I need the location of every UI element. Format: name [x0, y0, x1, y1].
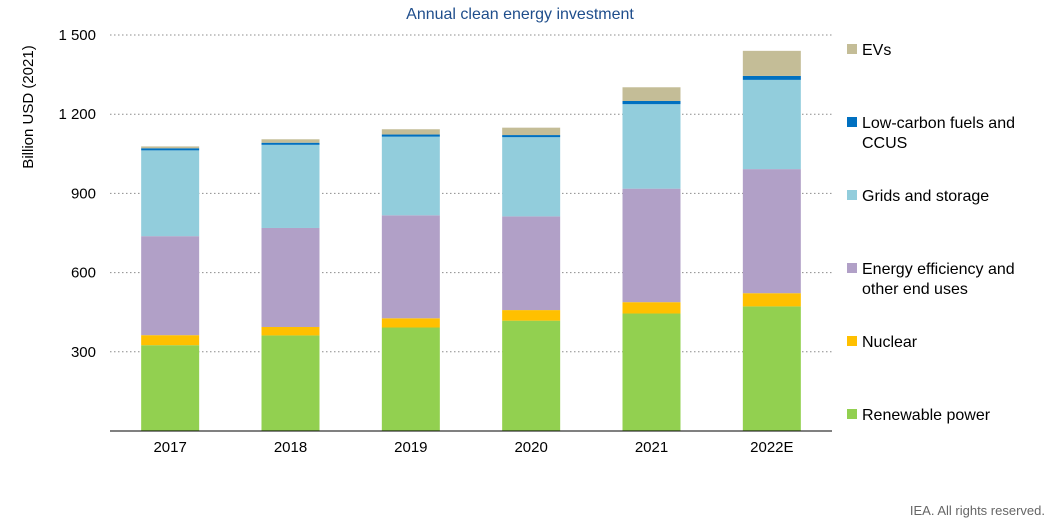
- x-tick-label: 2019: [394, 439, 427, 456]
- legend-swatch: [847, 190, 857, 200]
- legend-label: Grids and storage: [862, 188, 989, 205]
- bar-segment: [381, 129, 440, 135]
- bars: [141, 50, 801, 431]
- legend-label: Renewable power: [862, 407, 991, 424]
- bar-segment: [622, 313, 681, 431]
- bar-segment: [141, 335, 200, 346]
- legend-swatch: [847, 117, 857, 127]
- legend-swatch: [847, 44, 857, 54]
- x-tick-label: 2020: [514, 439, 547, 456]
- bar-segment: [381, 327, 440, 431]
- bar-segment: [141, 148, 200, 151]
- bar-segment: [261, 144, 320, 228]
- bar-segment: [381, 318, 440, 328]
- bar-segment: [141, 150, 200, 237]
- legend-label: Energy efficiency and other end uses: [862, 261, 1015, 298]
- gridlines: [110, 34, 832, 353]
- bar-segment: [622, 302, 681, 314]
- x-tick-label: 2017: [153, 439, 186, 456]
- bar-segment: [502, 137, 561, 217]
- legend-label: EVs: [862, 42, 891, 59]
- bar-segment: [502, 310, 561, 321]
- bar-segment: [141, 146, 200, 149]
- bar-segment: [622, 101, 681, 105]
- bar-segment: [622, 188, 681, 303]
- y-tick-label: 600: [71, 265, 96, 282]
- bar-segment: [141, 345, 200, 431]
- bar-segment: [502, 320, 561, 431]
- bar-segment: [261, 335, 320, 431]
- bar-segment: [622, 87, 681, 101]
- legend-label: Nuclear: [862, 334, 918, 351]
- bar-segment: [742, 79, 801, 170]
- x-tick-labels: 2017 2018 2019 2020 2021 2022E: [153, 439, 793, 456]
- x-tick-label: 2022E: [750, 439, 793, 456]
- bar-segment: [141, 236, 200, 336]
- bar-segment: [261, 326, 320, 336]
- bar-segment: [261, 227, 320, 327]
- bar-segment: [622, 104, 681, 189]
- bar-segment: [381, 134, 440, 137]
- bar-segment: [261, 139, 320, 143]
- y-axis-label: Billion USD (2021): [20, 45, 37, 168]
- legend: EVs Low-carbon fuels and CCUS Grids and sto…: [847, 42, 1015, 424]
- bar-segment: [742, 306, 801, 431]
- legend-swatch: [847, 409, 857, 419]
- y-tick-label: 300: [71, 344, 96, 361]
- bar-segment: [742, 50, 801, 76]
- y-tick-label: 1 500: [58, 27, 96, 44]
- bar-segment: [742, 75, 801, 80]
- bar-segment: [381, 136, 440, 216]
- bar-segment: [742, 169, 801, 294]
- bar-segment: [261, 142, 320, 145]
- credit-text: IEA. All rights reserved.: [910, 503, 1045, 518]
- y-tick-label: 900: [71, 185, 96, 202]
- bar-segment: [502, 127, 561, 136]
- x-tick-label: 2021: [635, 439, 668, 456]
- bar-segment: [502, 216, 561, 311]
- x-tick-label: 2018: [274, 439, 307, 456]
- legend-swatch: [847, 263, 857, 273]
- y-tick-label: 1 200: [58, 106, 96, 123]
- chart-title: Annual clean energy investment: [406, 6, 634, 23]
- bar-segment: [502, 135, 561, 138]
- legend-label: Low-carbon fuels and CCUS: [862, 115, 1015, 152]
- bar-segment: [742, 293, 801, 307]
- y-tick-labels: 300 600 900 1 200 1 500: [58, 27, 96, 361]
- bar-segment: [381, 215, 440, 319]
- legend-swatch: [847, 336, 857, 346]
